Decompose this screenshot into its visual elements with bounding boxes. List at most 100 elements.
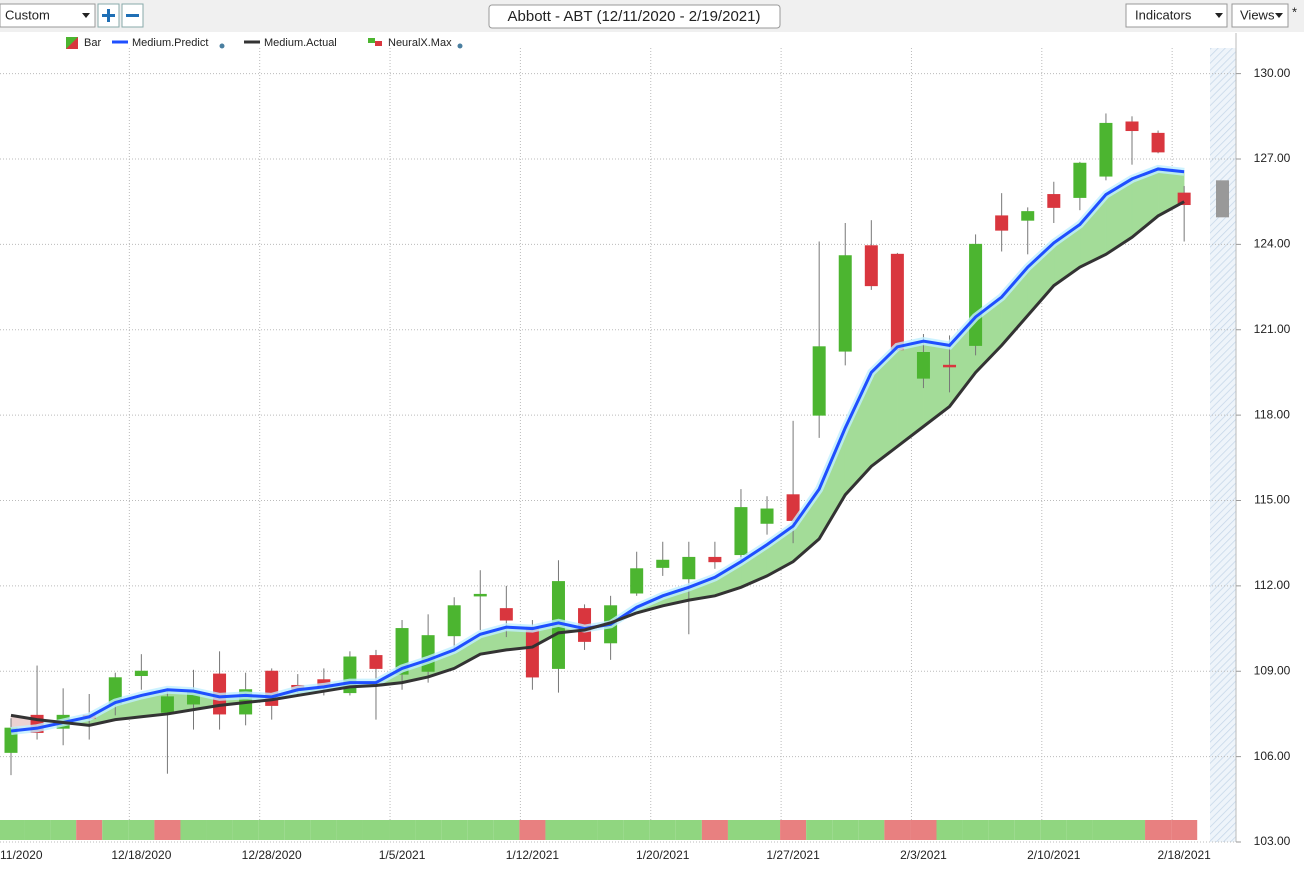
- y-tick-label: 118.00: [1254, 407, 1290, 421]
- signal-block: [727, 820, 755, 840]
- signal-block: [858, 820, 885, 840]
- line-glow: [10, 164, 1185, 735]
- legend-dot: [219, 43, 225, 49]
- y-tick-label: 112.00: [1254, 578, 1290, 592]
- signal-block: [415, 820, 442, 840]
- y-tick-label: 121.00: [1254, 322, 1291, 336]
- signal-block: [441, 820, 468, 840]
- candle-body: [734, 507, 748, 556]
- signal-block: [571, 820, 598, 840]
- candle-body: [447, 605, 461, 637]
- signal-block: [806, 820, 833, 840]
- y-tick-label: 124.00: [1254, 237, 1291, 251]
- views-button[interactable]: [1231, 3, 1289, 28]
- preset-select[interactable]: [0, 3, 96, 28]
- candle-body: [630, 568, 644, 594]
- signal-block: [701, 820, 728, 840]
- x-tick-label: 1/20/2021: [636, 848, 690, 862]
- signal-block: [232, 820, 259, 840]
- y-tick-label: 103.00: [1254, 834, 1291, 848]
- candle-body: [682, 556, 696, 580]
- candle-body: [473, 593, 487, 597]
- signal-block: [180, 820, 207, 840]
- signal-block: [258, 820, 285, 840]
- candle-body: [1099, 122, 1113, 177]
- candle-body: [969, 243, 983, 346]
- x-tick-label: 12/28/2020: [242, 848, 302, 862]
- legend-dot: [457, 43, 463, 49]
- signal-block: [206, 820, 233, 840]
- candle-body: [499, 608, 513, 621]
- candle-body: [395, 628, 409, 675]
- candle-body: [708, 556, 722, 563]
- candle-body: [1177, 192, 1191, 206]
- candle-body: [421, 635, 435, 672]
- x-tick-label: 2/18/2021: [1157, 848, 1211, 862]
- candle-body: [916, 352, 930, 379]
- legend-label: Medium.Actual: [264, 37, 337, 49]
- y-tick-label: 106.00: [1254, 749, 1291, 763]
- signal-block: [1040, 820, 1067, 840]
- y-tick-label: 109.00: [1254, 663, 1291, 677]
- signal-block: [493, 820, 520, 840]
- x-tick-label: 1/12/2021: [506, 848, 560, 862]
- legend-label: Medium.Predict: [132, 37, 208, 49]
- signal-block: [0, 820, 25, 840]
- candle-body: [369, 655, 383, 669]
- legend-label: Bar: [84, 37, 101, 49]
- y-tick-label: 127.00: [1254, 151, 1291, 165]
- preset-label: Custom: [5, 7, 50, 22]
- signal-block: [675, 820, 702, 840]
- dropdown-arrow: [1275, 13, 1283, 18]
- signal-block: [1014, 820, 1041, 840]
- x-tick-label: 1/5/2021: [379, 848, 426, 862]
- candle-body: [812, 346, 826, 416]
- x-tick-label: 12/18/2020: [111, 848, 171, 862]
- signal-block: [884, 820, 911, 840]
- candle-body: [1125, 121, 1139, 132]
- signal-block: [76, 820, 103, 840]
- forecast-bar: [1216, 180, 1229, 218]
- candle-body: [1151, 132, 1165, 153]
- x-tick-label: 11/2020: [0, 848, 43, 862]
- signal-block: [128, 820, 155, 840]
- x-tick-label: 1/27/2021: [766, 848, 820, 862]
- x-tick-label: 2/10/2021: [1027, 848, 1081, 862]
- signal-block: [1145, 820, 1172, 840]
- signal-block: [753, 820, 781, 840]
- signal-block: [154, 820, 181, 840]
- candle-body: [838, 255, 852, 352]
- signal-block: [467, 820, 494, 840]
- candle-body: [760, 508, 774, 524]
- legend-swatch: [368, 38, 375, 43]
- signal-block: [1118, 820, 1146, 840]
- signal-block: [649, 820, 676, 840]
- forecast-zone: [1210, 48, 1236, 842]
- views-star: *: [1292, 4, 1297, 19]
- title-box: [488, 4, 781, 29]
- signal-block: [910, 820, 937, 840]
- dropdown-arrow: [1215, 13, 1223, 18]
- candle-body: [890, 253, 904, 351]
- signal-block: [988, 820, 1015, 840]
- y-tick-label: 130.00: [1254, 66, 1291, 80]
- views-label: Views: [1240, 7, 1275, 22]
- line: [10, 200, 1185, 727]
- signal-block: [962, 820, 989, 840]
- signal-block: [389, 820, 416, 840]
- signal-block: [102, 820, 129, 840]
- legend-swatch: [375, 41, 382, 46]
- candle-body: [1073, 162, 1087, 198]
- signal-block: [310, 820, 337, 840]
- line: [10, 167, 1185, 733]
- signal-block: [362, 820, 390, 840]
- chart-title: Abbott - ABT (12/11/2020 - 2/19/2021): [508, 8, 761, 25]
- candle-body: [1021, 211, 1035, 221]
- x-tick-label: 2/3/2021: [900, 848, 947, 862]
- signal-block: [1171, 820, 1198, 840]
- indicators-select[interactable]: [1125, 3, 1228, 28]
- legend-swatch: [66, 37, 78, 49]
- signal-block: [1092, 820, 1120, 840]
- signal-block: [284, 820, 311, 840]
- indicators-label: Indicators: [1135, 7, 1192, 22]
